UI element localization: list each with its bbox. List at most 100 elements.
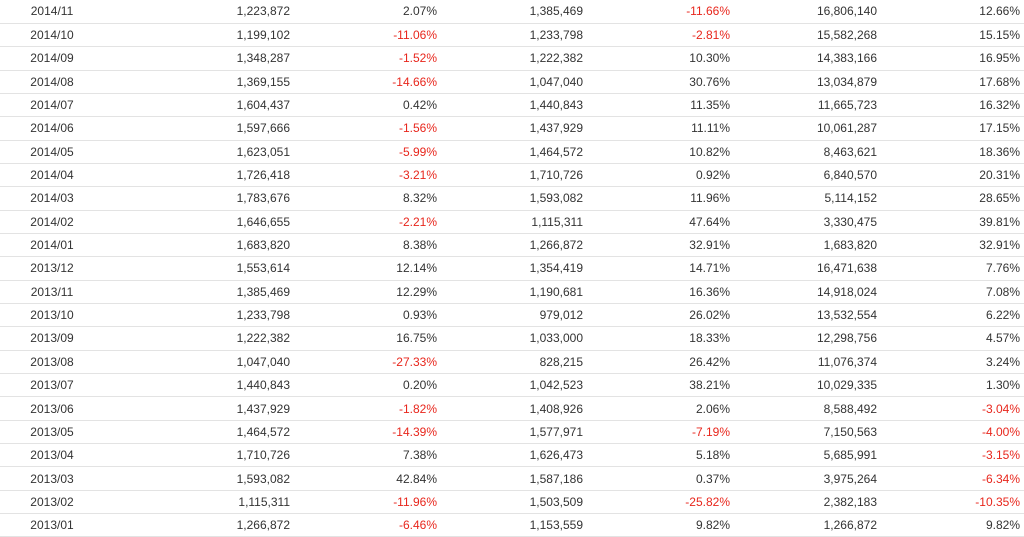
table-row: 2014/06 1,597,666 -1.56% 1,437,929 11.11% 10,… [0, 116, 1024, 141]
value-cell: 1,646,655 [104, 210, 290, 234]
table-row: 2014/07 1,604,437 0.42% 1,440,843 11.35% 11,6… [0, 93, 1024, 118]
month-cell: 2013/11 [0, 280, 104, 304]
prior-value-cell: 1,190,681 [437, 280, 583, 304]
change-cell: -1.56% [290, 116, 437, 141]
month-cell: 2013/08 [0, 350, 104, 375]
month-cell: 2013/02 [0, 490, 104, 515]
prior-value-cell: 979,012 [437, 303, 583, 328]
change-cell: -1.52% [290, 46, 437, 71]
prior-value-cell: 1,440,843 [437, 93, 583, 118]
prior-value-cell: 1,047,040 [437, 70, 583, 94]
table-row: 2013/09 1,222,382 16.75% 1,033,000 18.33% 12,… [0, 326, 1024, 351]
prior-value-cell: 1,354,419 [437, 256, 583, 281]
value-cell: 1,233,798 [104, 303, 290, 328]
cumulative-cell: 6,840,570 [730, 163, 877, 188]
cumulative-cell: 14,918,024 [730, 280, 877, 304]
change-cell: -11.06% [290, 23, 437, 48]
table-row: 2014/08 1,369,155 -14.66% 1,047,040 30.76% 13… [0, 70, 1024, 94]
value-cell: 1,437,929 [104, 396, 290, 421]
prior-value-cell: 1,503,509 [437, 490, 583, 515]
prior-change-cell: 10.82% [583, 140, 730, 164]
value-cell: 1,553,614 [104, 256, 290, 281]
table-row: 2013/12 1,553,614 12.14% 1,354,419 14.71% 16,… [0, 256, 1024, 281]
cumulative-cell: 12,298,756 [730, 326, 877, 351]
prior-value-cell: 1,464,572 [437, 140, 583, 164]
cumulative-change-cell: 4.57% [877, 326, 1024, 351]
change-cell: -27.33% [290, 350, 437, 375]
table-row: 2014/02 1,646,655 -2.21% 1,115,311 47.64% 3,3… [0, 210, 1024, 234]
cumulative-change-cell: 20.31% [877, 163, 1024, 188]
prior-change-cell: 14.71% [583, 256, 730, 281]
prior-change-cell: 0.92% [583, 163, 730, 188]
value-cell: 1,199,102 [104, 23, 290, 48]
prior-value-cell: 1,115,311 [437, 210, 583, 234]
month-cell: 2014/05 [0, 140, 104, 164]
change-cell: 7.38% [290, 443, 437, 468]
month-cell: 2013/03 [0, 466, 104, 491]
change-cell: -14.39% [290, 420, 437, 445]
table-row: 2013/10 1,233,798 0.93% 979,012 26.02% 13,532… [0, 303, 1024, 328]
value-cell: 1,623,051 [104, 140, 290, 164]
cumulative-cell: 2,382,183 [730, 490, 877, 515]
table-row: 2013/11 1,385,469 12.29% 1,190,681 16.36% 14,… [0, 280, 1024, 304]
month-cell: 2014/02 [0, 210, 104, 234]
cumulative-change-cell: 16.32% [877, 93, 1024, 118]
prior-change-cell: -25.82% [583, 490, 730, 515]
prior-value-cell: 1,266,872 [437, 233, 583, 258]
value-cell: 1,683,820 [104, 233, 290, 258]
value-cell: 1,710,726 [104, 443, 290, 468]
cumulative-change-cell: 17.68% [877, 70, 1024, 94]
value-cell: 1,604,437 [104, 93, 290, 118]
change-cell: -2.21% [290, 210, 437, 234]
cumulative-cell: 15,582,268 [730, 23, 877, 48]
month-cell: 2013/01 [0, 513, 104, 537]
value-cell: 1,348,287 [104, 46, 290, 71]
table-row: 2013/05 1,464,572 -14.39% 1,577,971 -7.19% 7,… [0, 420, 1024, 445]
prior-value-cell: 1,033,000 [437, 326, 583, 351]
prior-value-cell: 1,222,382 [437, 46, 583, 71]
value-cell: 1,369,155 [104, 70, 290, 94]
cumulative-change-cell: 39.81% [877, 210, 1024, 234]
table-row: 2014/10 1,199,102 -11.06% 1,233,798 -2.81% 15… [0, 23, 1024, 48]
change-cell: 2.07% [290, 0, 437, 24]
cumulative-cell: 1,683,820 [730, 233, 877, 258]
change-cell: -5.99% [290, 140, 437, 164]
value-cell: 1,726,418 [104, 163, 290, 188]
cumulative-cell: 13,532,554 [730, 303, 877, 328]
prior-value-cell: 1,626,473 [437, 443, 583, 468]
prior-change-cell: 16.36% [583, 280, 730, 304]
prior-value-cell: 1,233,798 [437, 23, 583, 48]
change-cell: 12.29% [290, 280, 437, 304]
prior-change-cell: 26.42% [583, 350, 730, 375]
month-cell: 2014/09 [0, 46, 104, 71]
cumulative-cell: 16,471,638 [730, 256, 877, 281]
prior-change-cell: 32.91% [583, 233, 730, 258]
prior-change-cell: 2.06% [583, 396, 730, 421]
month-cell: 2013/07 [0, 373, 104, 398]
month-cell: 2014/04 [0, 163, 104, 188]
month-cell: 2014/11 [0, 0, 104, 24]
table-row: 2013/03 1,593,082 42.84% 1,587,186 0.37% 3,97… [0, 466, 1024, 491]
cumulative-change-cell: 18.36% [877, 140, 1024, 164]
table-row: 2014/05 1,623,051 -5.99% 1,464,572 10.82% 8,4… [0, 140, 1024, 164]
cumulative-cell: 14,383,166 [730, 46, 877, 71]
cumulative-cell: 10,061,287 [730, 116, 877, 141]
month-cell: 2014/08 [0, 70, 104, 94]
prior-value-cell: 1,153,559 [437, 513, 583, 537]
change-cell: -11.96% [290, 490, 437, 515]
cumulative-cell: 8,588,492 [730, 396, 877, 421]
value-cell: 1,783,676 [104, 186, 290, 211]
prior-value-cell: 828,215 [437, 350, 583, 375]
value-cell: 1,047,040 [104, 350, 290, 375]
prior-change-cell: 0.37% [583, 466, 730, 491]
prior-value-cell: 1,437,929 [437, 116, 583, 141]
prior-value-cell: 1,385,469 [437, 0, 583, 24]
table-row: 2013/07 1,440,843 0.20% 1,042,523 38.21% 10,0… [0, 373, 1024, 398]
month-cell: 2014/10 [0, 23, 104, 48]
prior-change-cell: -2.81% [583, 23, 730, 48]
month-cell: 2014/01 [0, 233, 104, 258]
change-cell: 0.93% [290, 303, 437, 328]
table-row: 2014/09 1,348,287 -1.52% 1,222,382 10.30% 14,… [0, 46, 1024, 71]
cumulative-change-cell: -3.04% [877, 396, 1024, 421]
table-row: 2014/01 1,683,820 8.38% 1,266,872 32.91% 1,68… [0, 233, 1024, 258]
